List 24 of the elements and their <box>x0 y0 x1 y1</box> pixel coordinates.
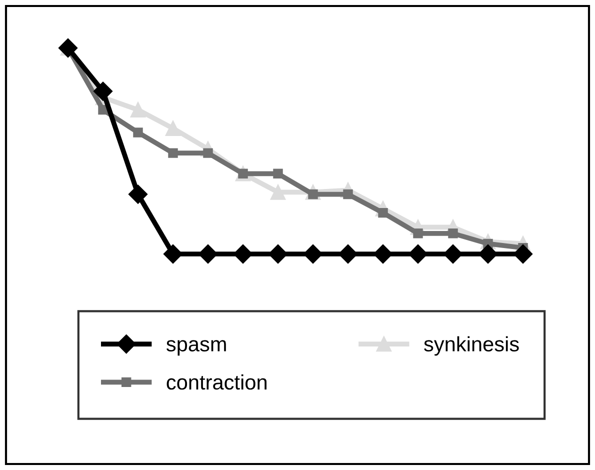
point <box>338 244 358 264</box>
point <box>408 244 428 264</box>
point <box>168 148 178 158</box>
point <box>130 102 146 118</box>
point <box>133 128 143 138</box>
point <box>373 244 393 264</box>
point <box>268 244 288 264</box>
legend-label: contraction <box>166 374 266 390</box>
point <box>273 168 283 179</box>
point <box>448 228 458 238</box>
point <box>303 244 323 264</box>
point <box>513 244 533 264</box>
point <box>198 244 218 264</box>
legend-label: synkinesis <box>424 336 519 356</box>
point <box>128 184 148 204</box>
point <box>163 244 183 264</box>
point <box>443 244 463 264</box>
point <box>413 228 423 238</box>
legend-label: spasm <box>166 340 226 356</box>
point <box>165 120 181 136</box>
point <box>93 82 113 101</box>
point <box>270 184 286 200</box>
point <box>233 244 253 264</box>
point <box>478 244 498 264</box>
